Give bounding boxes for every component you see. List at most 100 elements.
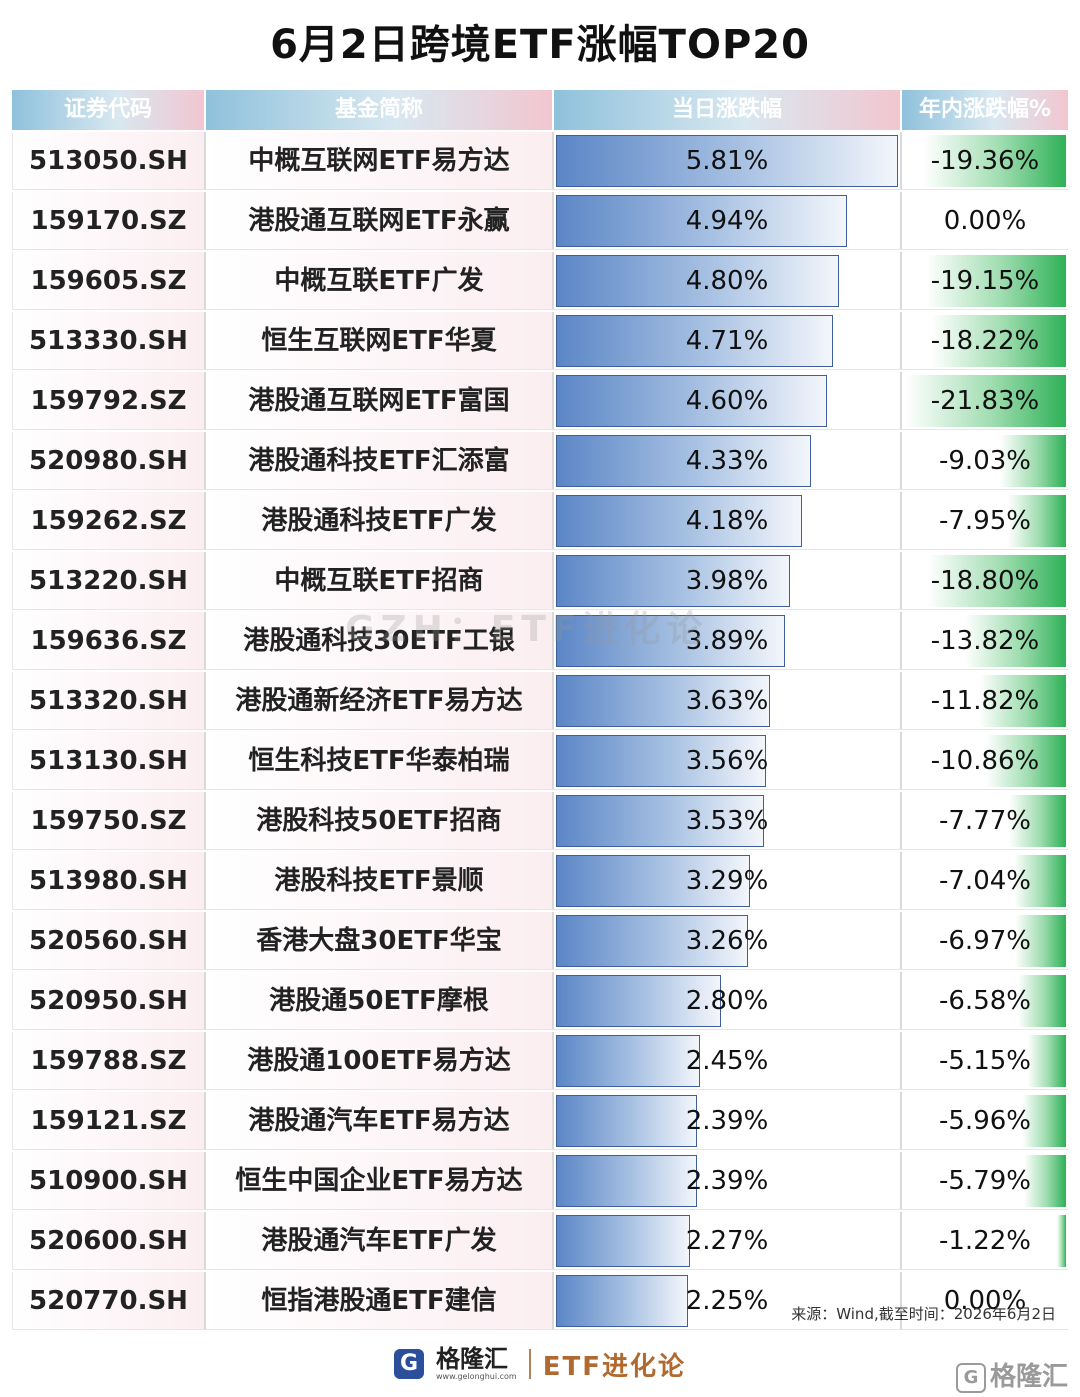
cell-day-change: 4.94%: [554, 192, 902, 250]
cell-name: 港股通新经济ETF易方达: [206, 672, 554, 730]
ytd-change-label: -7.77%: [939, 806, 1031, 836]
cell-day-change: 3.89%: [554, 612, 902, 670]
ytd-change-label: -9.03%: [939, 446, 1031, 476]
gelonghui-logo-icon: G: [394, 1349, 425, 1379]
cell-code: 159605.SZ: [12, 252, 206, 310]
cell-name: 港股科技50ETF招商: [206, 792, 554, 850]
day-change-label: 2.45%: [685, 1046, 769, 1076]
cell-day-change: 2.80%: [554, 972, 902, 1030]
ytd-change-bar: [928, 555, 1066, 607]
ytd-change-bar: [926, 255, 1066, 307]
cell-ytd-change: -19.15%: [902, 252, 1068, 310]
cell-ytd-change: -1.22%: [902, 1212, 1068, 1270]
cell-ytd-change: -21.83%: [902, 372, 1068, 430]
ytd-change-bar: [932, 315, 1066, 367]
cell-ytd-change: -5.79%: [902, 1152, 1068, 1210]
ytd-change-bar: [965, 615, 1066, 667]
table-row: 513220.SH 中概互联ETF招商 3.98% -18.80%: [12, 550, 1068, 610]
cell-name: 香港大盘30ETF华宝: [206, 912, 554, 970]
cell-ytd-change: -13.82%: [902, 612, 1068, 670]
ytd-change-label: -7.95%: [939, 506, 1031, 536]
day-change-bar: [556, 495, 802, 547]
cell-day-change: 3.26%: [554, 912, 902, 970]
cell-code: 159170.SZ: [12, 192, 206, 250]
corner-brand-text: 格隆汇: [989, 1362, 1068, 1392]
table-row: 510900.SH 恒生中国企业ETF易方达 2.39% -5.79%: [12, 1150, 1068, 1210]
cell-name: 中概互联网ETF易方达: [206, 132, 554, 190]
ytd-change-label: -18.22%: [930, 326, 1040, 356]
header-day-change: 当日涨跌幅: [554, 90, 902, 130]
day-change-label: 3.29%: [685, 866, 769, 896]
footer-divider: [528, 1349, 531, 1379]
ytd-change-bar: [986, 735, 1066, 787]
etf-brand: ETF进化论: [542, 1351, 686, 1382]
cell-ytd-change: -7.77%: [902, 792, 1068, 850]
table-row: 159788.SZ 港股通100ETF易方达 2.45% -5.15%: [12, 1030, 1068, 1090]
cell-code: 513980.SH: [12, 852, 206, 910]
cell-ytd-change: -19.36%: [902, 132, 1068, 190]
ytd-change-label: 0.00%: [943, 206, 1027, 236]
cell-day-change: 4.60%: [554, 372, 902, 430]
cell-name: 港股通汽车ETF易方达: [206, 1092, 554, 1150]
cell-name: 港股通互联网ETF富国: [206, 372, 554, 430]
table-row: 159262.SZ 港股通科技ETF广发 4.18% -7.95%: [12, 490, 1068, 550]
day-change-label: 2.39%: [685, 1106, 769, 1136]
cell-name: 恒生科技ETF华泰柏瑞: [206, 732, 554, 790]
header-name: 基金简称: [206, 90, 554, 130]
cell-name: 中概互联ETF招商: [206, 552, 554, 610]
cell-code: 520770.SH: [12, 1272, 206, 1330]
cell-day-change: 2.25%: [554, 1272, 902, 1330]
ytd-change-bar: [906, 375, 1066, 427]
cell-code: 520980.SH: [12, 432, 206, 490]
cell-day-change: 2.39%: [554, 1152, 902, 1210]
day-change-bar: [556, 975, 721, 1027]
ytd-change-label: -19.36%: [930, 146, 1040, 176]
day-change-bar: [556, 615, 785, 667]
ytd-change-bar: [1015, 915, 1066, 967]
cell-day-change: 3.98%: [554, 552, 902, 610]
table-row: 513050.SH 中概互联网ETF易方达 5.81% -19.36%: [12, 130, 1068, 190]
table-row: 513980.SH 港股科技ETF景顺 3.29% -7.04%: [12, 850, 1068, 910]
ytd-change-bar: [1024, 1155, 1066, 1207]
ytd-change-bar: [1057, 1215, 1066, 1267]
cell-name: 港股科技ETF景顺: [206, 852, 554, 910]
day-change-label: 2.39%: [685, 1166, 769, 1196]
table-header: 证券代码 基金简称 当日涨跌幅 年内涨跌幅%: [12, 90, 1068, 130]
ytd-change-bar: [1022, 1095, 1066, 1147]
cell-code: 513320.SH: [12, 672, 206, 730]
day-change-label: 4.33%: [685, 446, 769, 476]
day-change-label: 3.89%: [685, 626, 769, 656]
cell-code: 513220.SH: [12, 552, 206, 610]
ytd-change-label: -6.97%: [939, 926, 1031, 956]
ytd-change-bar: [1018, 975, 1066, 1027]
cell-code: 159121.SZ: [12, 1092, 206, 1150]
ytd-change-label: -11.82%: [930, 686, 1040, 716]
cell-ytd-change: 0.00%: [902, 192, 1068, 250]
table-row: 159121.SZ 港股通汽车ETF易方达 2.39% -5.96%: [12, 1090, 1068, 1150]
cell-code: 159792.SZ: [12, 372, 206, 430]
table-row: 520560.SH 香港大盘30ETF华宝 3.26% -6.97%: [12, 910, 1068, 970]
cell-name: 中概互联ETF广发: [206, 252, 554, 310]
cell-day-change: 3.29%: [554, 852, 902, 910]
ytd-change-bar: [924, 135, 1066, 187]
footer: G 格隆汇 www.gelonghui.com ETF进化论: [0, 1342, 1080, 1386]
ytd-change-bar: [1009, 795, 1066, 847]
ytd-change-label: -18.80%: [930, 566, 1040, 596]
header-ytd-change: 年内涨跌幅%: [902, 90, 1068, 130]
ytd-change-label: -13.82%: [930, 626, 1040, 656]
table-row: 520600.SH 港股通汽车ETF广发 2.27% -1.22%: [12, 1210, 1068, 1270]
cell-day-change: 4.18%: [554, 492, 902, 550]
day-change-bar: [556, 1275, 688, 1327]
cell-ytd-change: -6.97%: [902, 912, 1068, 970]
ytd-change-label: -1.22%: [939, 1226, 1031, 1256]
cell-day-change: 4.71%: [554, 312, 902, 370]
cell-ytd-change: -5.15%: [902, 1032, 1068, 1090]
day-change-label: 2.25%: [685, 1286, 769, 1316]
day-change-bar: [556, 135, 898, 187]
cell-day-change: 2.27%: [554, 1212, 902, 1270]
day-change-bar: [556, 795, 764, 847]
cell-name: 港股通汽车ETF广发: [206, 1212, 554, 1270]
day-change-bar: [556, 195, 847, 247]
day-change-label: 3.56%: [685, 746, 769, 776]
day-change-bar: [556, 1095, 697, 1147]
